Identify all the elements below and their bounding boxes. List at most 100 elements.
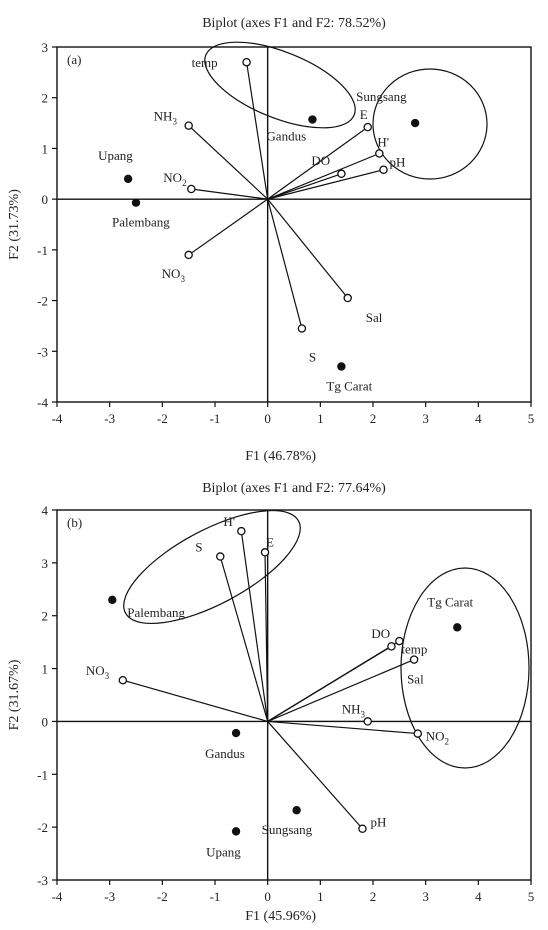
x-tick-label: 5 (528, 889, 535, 904)
site-label: Tg Carat (326, 379, 372, 394)
variable-point (375, 149, 384, 158)
site-point (131, 198, 141, 207)
x-axis-title: F1 (45.96%) (245, 909, 316, 924)
variable-vector (267, 720, 418, 735)
y-tick-label: 3 (42, 40, 49, 55)
variable-label: H' (223, 514, 235, 529)
variable-label: NH3 (342, 701, 366, 719)
y-tick-label: 4 (42, 503, 49, 518)
plot-frame (56, 46, 532, 403)
biplot-panel-b: Biplot (axes F1 and F2: 77.64%) -4 -3 -2 -1 0… (7, 481, 534, 924)
variable-label: pH (370, 815, 386, 830)
site-label: Upang (206, 844, 241, 859)
variable-vector (122, 679, 268, 723)
site-label: Gandus (205, 746, 245, 761)
y-tick-label: -1 (37, 767, 48, 782)
x-tick-label: 1 (317, 889, 324, 904)
y-tick-label: 3 (42, 556, 49, 571)
x-tick-label: 5 (528, 411, 535, 426)
plot-frame (56, 509, 532, 881)
variable-point (363, 122, 372, 132)
variable-label: DO (311, 153, 330, 168)
variable-vector (267, 645, 392, 722)
variable-point (184, 250, 193, 260)
variable-point (358, 824, 367, 833)
x-tick-label: 0 (264, 889, 271, 904)
panel-label: (b) (67, 515, 82, 530)
variable-label: temp (192, 55, 218, 70)
site-point (337, 362, 346, 371)
variable-vector (267, 198, 349, 299)
y-tick-label: 2 (42, 91, 49, 106)
variable-point (363, 717, 372, 726)
x-tick-label: -3 (104, 889, 115, 904)
chart-title: Biplot (axes F1 and F2: 78.52%) (202, 16, 386, 31)
variable-vector (267, 152, 380, 200)
group-ellipse (204, 41, 356, 129)
group-ellipse (400, 567, 530, 769)
variable-label: pH (390, 155, 406, 170)
variable-label: Sal (366, 310, 383, 325)
y-tick-label: 1 (42, 662, 49, 677)
x-tick-label: -4 (52, 889, 63, 904)
variable-vector (264, 552, 269, 722)
x-tick-label: -3 (104, 411, 115, 426)
variable-label: temp (401, 641, 427, 656)
x-tick-label: -4 (52, 411, 63, 426)
group-ellipse (123, 509, 301, 625)
variable-point (337, 169, 346, 179)
variable-point (242, 57, 251, 67)
y-tick-label: 2 (42, 609, 49, 624)
y-axis-title: F2 (31.73%) (7, 189, 22, 260)
variable-point (118, 675, 128, 685)
variable-vector (246, 62, 269, 200)
x-tick-label: 0 (264, 411, 271, 426)
site-point (231, 728, 241, 738)
site-label: Gandus (266, 129, 306, 144)
variable-point (216, 552, 225, 561)
y-axis-title: F2 (31.67%) (7, 659, 22, 730)
y-tick-label: -1 (37, 243, 48, 258)
variable-vector (219, 556, 269, 722)
variable-vector (267, 169, 384, 200)
site-label: Palembang (112, 215, 170, 230)
y-tick-label: -4 (37, 395, 48, 410)
variable-vector (267, 126, 369, 200)
x-tick-label: -2 (157, 889, 168, 904)
variable-point (413, 729, 423, 738)
variable-point (387, 642, 396, 651)
variable-point (297, 324, 307, 333)
x-tick-label: 4 (475, 411, 482, 426)
group-ellipse (372, 68, 488, 180)
biplot-panel-a: Biplot (axes F1 and F2: 78.52%) -4 -3 -2 -1 0… (7, 16, 534, 464)
variable-vector (191, 188, 268, 200)
panel-label: (a) (67, 52, 81, 67)
variable-point (409, 655, 419, 664)
y-tick-label: 1 (42, 141, 49, 156)
y-tick-label: -3 (37, 344, 48, 359)
x-tick-label: -1 (210, 889, 221, 904)
x-axis-title: F1 (46.78%) (245, 449, 316, 464)
variable-label: NO2 (163, 170, 186, 188)
site-point (308, 115, 317, 124)
x-tick-label: 3 (422, 889, 429, 904)
y-tick-label: -2 (37, 820, 48, 835)
variable-vector (267, 721, 363, 830)
variable-label: H' (377, 135, 389, 150)
variable-vector (188, 198, 269, 256)
x-tick-label: 1 (317, 411, 324, 426)
variable-label: NO2 (426, 729, 449, 747)
site-point (231, 827, 241, 836)
variable-vector (188, 125, 269, 200)
variable-label: E (266, 534, 274, 549)
site-label: Sungsang (356, 89, 407, 104)
variable-vector (240, 531, 269, 722)
x-tick-label: 4 (475, 889, 482, 904)
variable-label: S (309, 349, 316, 364)
variable-point (395, 636, 404, 646)
site-point (108, 595, 117, 605)
site-label: Upang (98, 148, 133, 163)
variable-point (379, 165, 388, 174)
variable-label: NO3 (86, 663, 110, 681)
